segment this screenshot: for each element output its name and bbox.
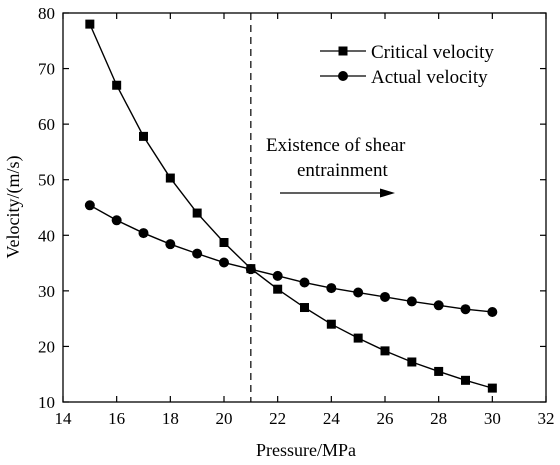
- data-point-actual: [406, 296, 417, 307]
- data-point-actual: [433, 300, 444, 311]
- y-tick-label: 60: [38, 115, 55, 134]
- annotation-arrow-head: [380, 188, 395, 198]
- x-axis-title: Pressure/MPa: [256, 440, 356, 460]
- data-point-critical: [85, 19, 95, 29]
- data-point-critical: [407, 357, 417, 367]
- x-tick-label: 26: [377, 409, 394, 428]
- x-tick-label: 16: [108, 409, 125, 428]
- data-point-actual: [353, 287, 364, 298]
- data-point-critical: [192, 208, 202, 218]
- annotation-line-2: entrainment: [297, 160, 388, 181]
- data-point-actual: [245, 264, 256, 275]
- data-point-actual: [299, 277, 310, 288]
- data-point-actual: [138, 228, 149, 239]
- data-point-critical: [273, 284, 283, 294]
- y-tick-label: 70: [38, 60, 55, 79]
- data-point-critical: [353, 333, 363, 343]
- legend-label-actual: Actual velocity: [371, 67, 488, 88]
- x-tick-label: 24: [323, 409, 341, 428]
- legend-marker-actual: [338, 71, 348, 81]
- y-tick-label: 20: [38, 337, 55, 356]
- x-tick-label: 30: [484, 409, 501, 428]
- annotation-line-1: Existence of shear: [266, 135, 406, 156]
- y-tick-label: 80: [38, 4, 55, 23]
- y-tick-label: 50: [38, 171, 55, 190]
- x-tick-label: 22: [269, 409, 286, 428]
- y-tick-label: 10: [38, 393, 55, 412]
- data-point-critical: [380, 346, 390, 356]
- x-tick-label: 20: [216, 409, 233, 428]
- y-tick-label: 30: [38, 282, 55, 301]
- data-point-actual: [380, 291, 390, 302]
- data-point-actual: [272, 270, 283, 281]
- x-tick-label: 18: [162, 409, 179, 428]
- data-point-actual: [326, 283, 337, 294]
- plot-frame: [62, 12, 547, 403]
- data-point-actual: [460, 304, 471, 315]
- data-point-critical: [326, 319, 336, 329]
- y-axis-title: Velocity/(m/s): [3, 156, 24, 259]
- data-point-critical: [165, 173, 175, 183]
- data-point-actual: [192, 248, 203, 259]
- data-point-actual: [165, 239, 176, 250]
- x-tick-label: 14: [55, 409, 73, 428]
- x-tick-label: 28: [430, 409, 447, 428]
- y-tick-label: 40: [38, 226, 55, 245]
- data-point-critical: [487, 383, 497, 393]
- data-point-critical: [461, 375, 470, 385]
- data-point-critical: [219, 238, 229, 248]
- series-line-critical: [89, 23, 493, 389]
- data-point-actual: [84, 200, 95, 211]
- legend-label-critical: Critical velocity: [371, 42, 494, 63]
- series-line-actual: [89, 204, 493, 313]
- legend-marker-critical: [338, 46, 348, 56]
- data-point-actual: [219, 257, 229, 268]
- data-point-critical: [112, 80, 122, 90]
- data-point-critical: [300, 303, 309, 313]
- data-point-critical: [139, 131, 148, 141]
- x-tick-label: 32: [538, 409, 555, 428]
- data-point-actual: [111, 215, 122, 226]
- data-point-critical: [434, 366, 444, 376]
- data-point-actual: [487, 306, 498, 317]
